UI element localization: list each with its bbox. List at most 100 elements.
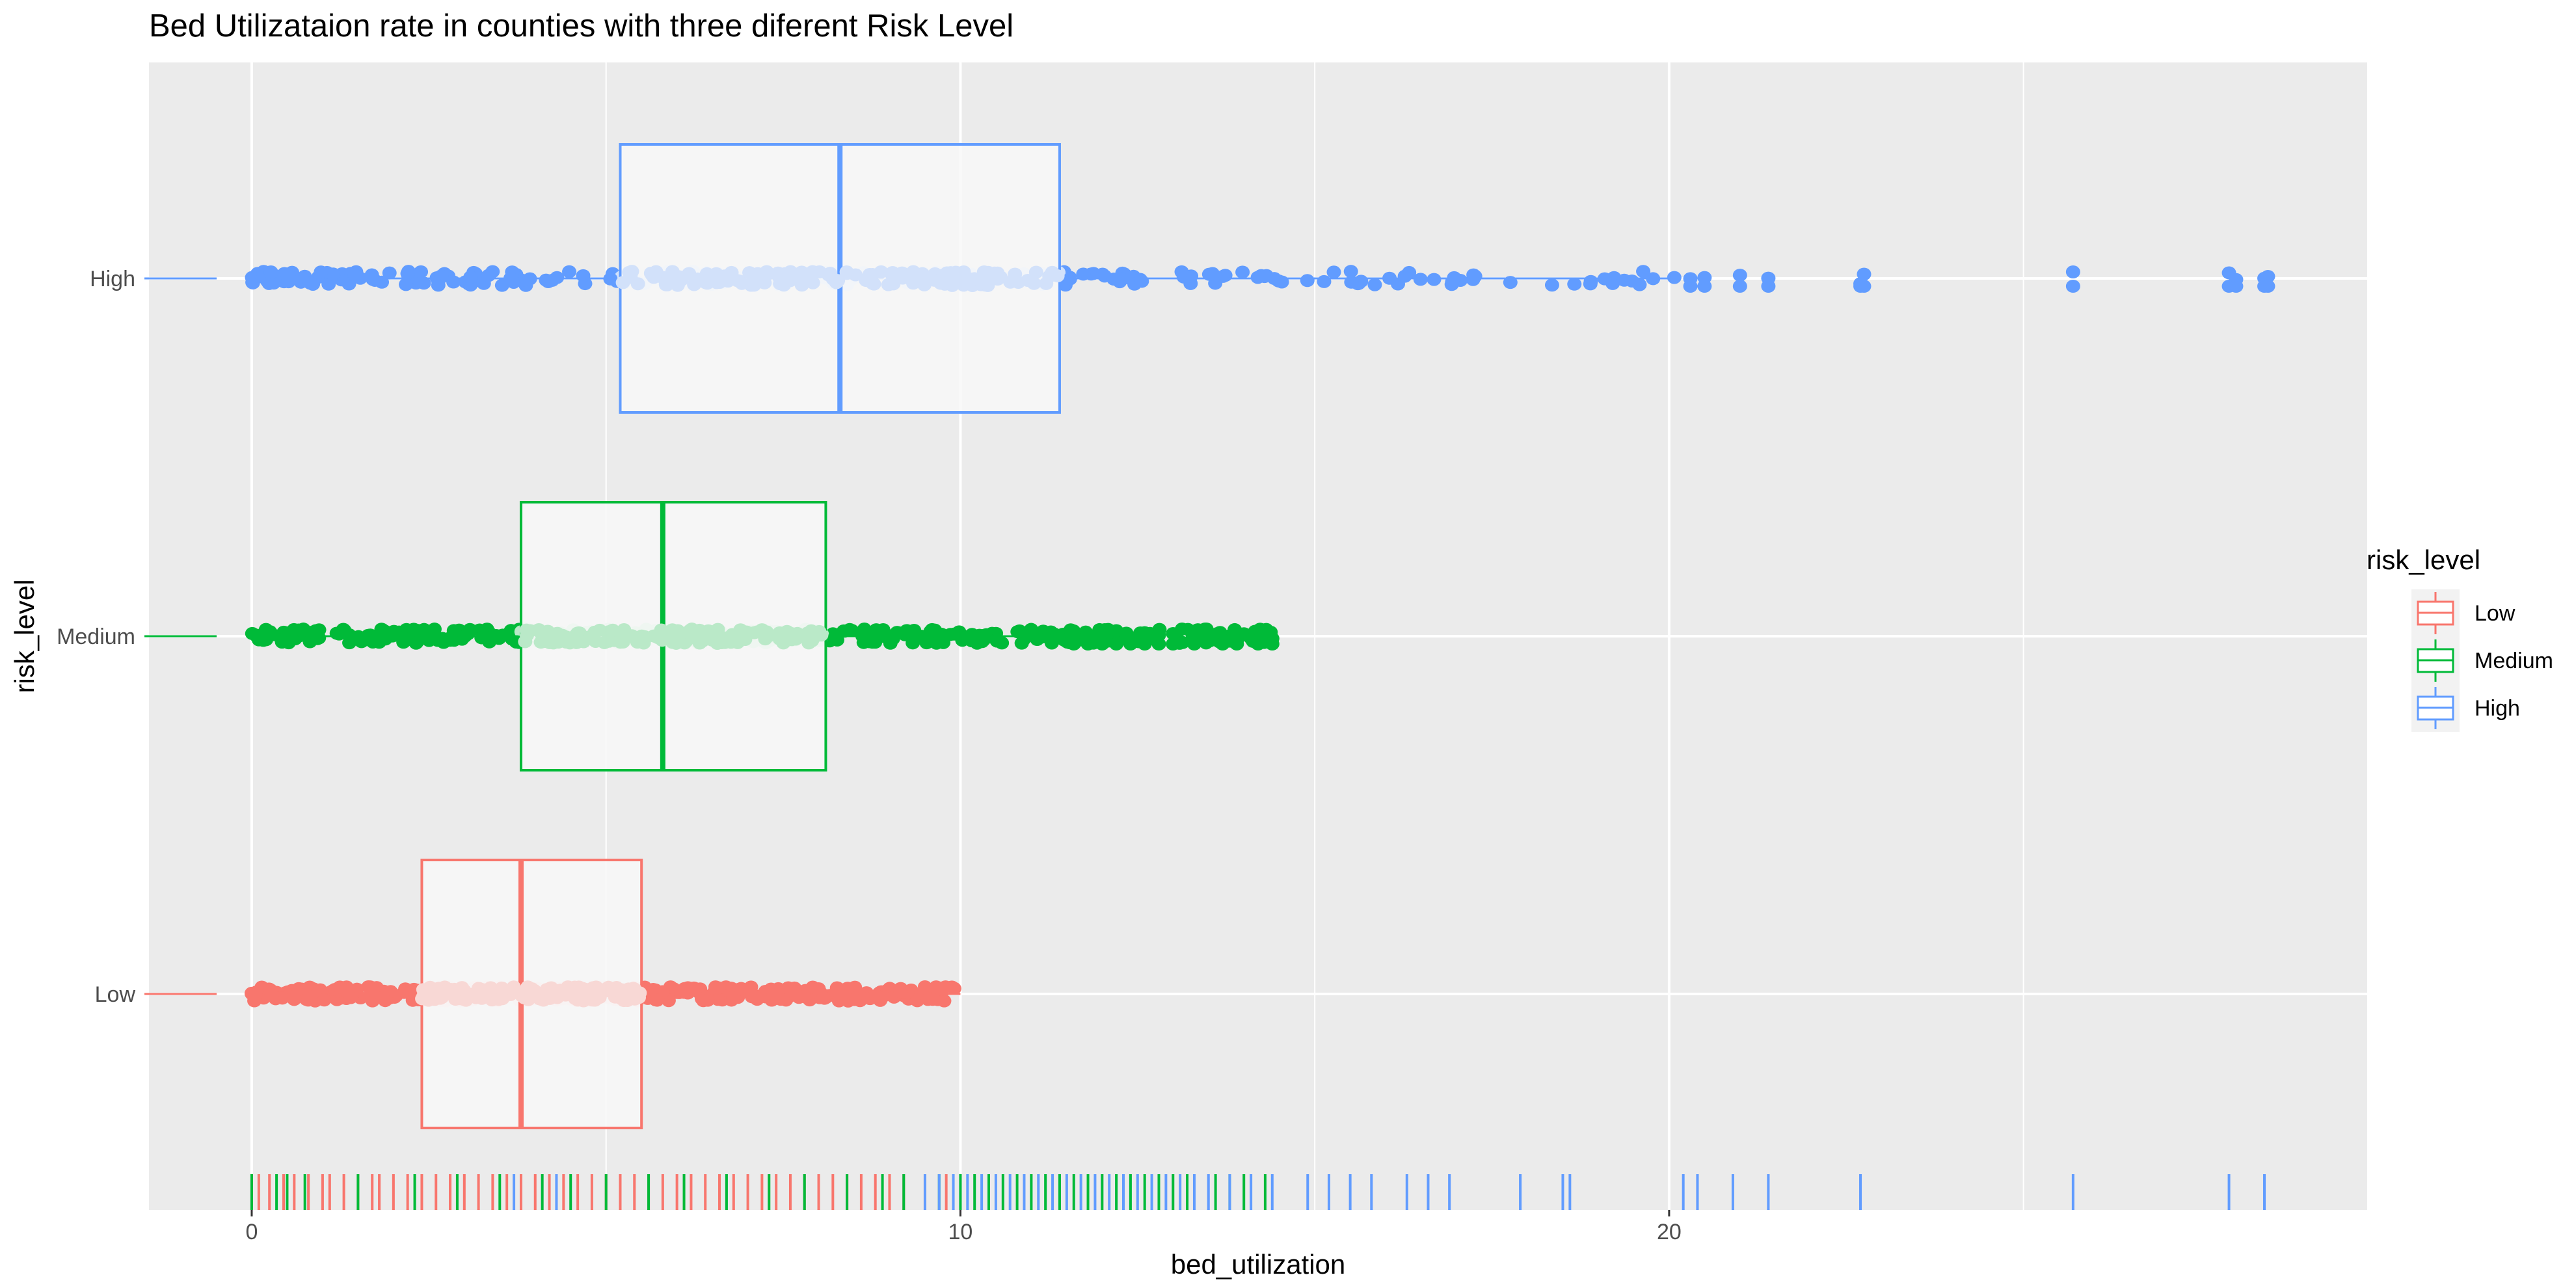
data-point — [929, 980, 944, 994]
data-point — [347, 268, 362, 282]
data-point — [321, 277, 336, 291]
data-point — [305, 625, 320, 639]
outlier-point — [1187, 637, 1201, 651]
data-point — [907, 623, 922, 637]
outlier-point — [1215, 637, 1230, 651]
data-point — [1201, 267, 1216, 281]
data-point — [1062, 272, 1077, 286]
data-point — [248, 988, 263, 1002]
data-point — [431, 278, 446, 292]
data-point — [1567, 277, 1582, 291]
outlier-point — [1251, 637, 1265, 651]
data-point — [868, 989, 883, 1002]
data-point — [275, 636, 289, 649]
data-point-in-box — [663, 626, 678, 639]
data-point — [1427, 273, 1442, 286]
legend-key-medium — [2411, 637, 2460, 684]
data-point-in-box — [906, 265, 921, 278]
outlier-point — [1137, 626, 1152, 639]
data-point — [306, 277, 321, 291]
series-medium — [245, 501, 1280, 771]
data-point-in-box — [874, 265, 889, 278]
outlier-point — [1123, 637, 1138, 651]
data-point-in-box — [980, 278, 995, 292]
outlier-point — [1857, 280, 1872, 293]
series-high — [245, 143, 2275, 414]
data-point-in-box — [536, 993, 551, 1007]
data-point — [711, 981, 726, 995]
data-point-in-box — [605, 623, 620, 637]
data-point — [291, 982, 306, 995]
data-point — [893, 985, 908, 999]
data-point — [1445, 275, 1460, 289]
data-point — [343, 991, 358, 1004]
data-point — [1632, 278, 1647, 291]
data-point — [646, 983, 661, 997]
data-point — [923, 624, 938, 638]
legend-title: risk_level — [2367, 544, 2480, 575]
data-point — [1076, 267, 1091, 281]
data-point — [1115, 272, 1130, 286]
data-point — [805, 980, 820, 994]
outlier-point — [2065, 265, 2080, 279]
data-point — [1466, 268, 1481, 282]
data-point-in-box — [987, 266, 1002, 280]
data-point-in-box — [699, 274, 714, 288]
data-point — [258, 633, 273, 647]
data-point — [974, 631, 989, 645]
data-point-in-box — [539, 983, 554, 997]
data-point — [603, 272, 618, 286]
data-point — [943, 628, 958, 641]
data-point — [1382, 271, 1397, 285]
data-point — [1235, 265, 1250, 279]
data-point — [1134, 275, 1149, 288]
data-point-in-box — [757, 275, 771, 288]
data-point — [422, 634, 436, 647]
outlier-point — [1109, 624, 1124, 637]
outlier-point — [1080, 628, 1095, 641]
data-point — [906, 636, 920, 650]
data-point-in-box — [881, 278, 896, 291]
data-point — [1544, 278, 1559, 292]
data-point-in-box — [560, 982, 575, 995]
data-point-in-box — [531, 623, 546, 637]
data-point — [1300, 274, 1315, 288]
data-point — [446, 275, 461, 289]
data-point — [857, 623, 872, 636]
outlier-point — [1166, 626, 1181, 640]
data-point-in-box — [519, 628, 534, 642]
data-point — [344, 633, 359, 647]
data-point — [1032, 629, 1047, 643]
data-point — [1397, 269, 1412, 283]
data-point-in-box — [776, 636, 791, 650]
rug-layer — [250, 1174, 2266, 1210]
data-point-in-box — [839, 265, 854, 279]
outlier-point — [1080, 637, 1095, 651]
data-point-in-box — [805, 265, 820, 278]
data-point-in-box — [637, 630, 652, 643]
outlier-point — [1683, 280, 1698, 293]
data-point — [1343, 265, 1358, 278]
data-point — [1583, 277, 1598, 291]
legend-label: Medium — [2475, 649, 2553, 673]
outlier-point — [1761, 280, 1776, 293]
data-point-in-box — [1011, 276, 1026, 289]
outlier-point — [1151, 637, 1166, 651]
data-point-in-box — [812, 624, 827, 638]
data-point — [1413, 273, 1428, 286]
data-point-in-box — [692, 630, 707, 643]
outlier-point — [2261, 269, 2275, 283]
data-point-in-box — [734, 276, 749, 290]
legend-label: High — [2475, 696, 2520, 721]
data-point — [371, 629, 386, 643]
data-point-in-box — [671, 270, 686, 284]
data-point — [325, 267, 340, 281]
data-point — [477, 630, 492, 643]
data-point — [917, 980, 932, 994]
data-point — [287, 993, 302, 1006]
data-point-in-box — [535, 634, 550, 647]
data-point — [1010, 625, 1025, 639]
data-point-in-box — [790, 626, 805, 640]
data-point-in-box — [454, 982, 469, 996]
data-point — [1250, 271, 1265, 284]
